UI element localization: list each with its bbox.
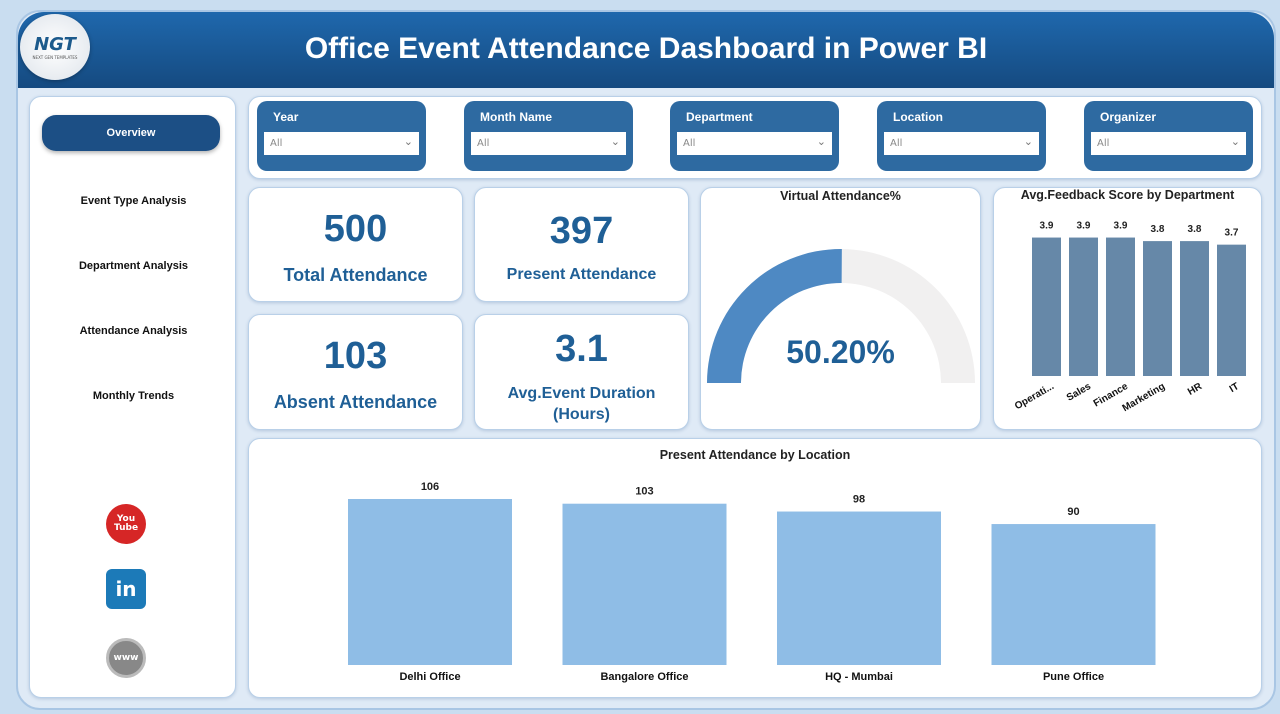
data-label: 3.8 — [1188, 224, 1202, 235]
bar — [1106, 237, 1135, 376]
nav-monthly-trends[interactable]: Monthly Trends — [92, 390, 175, 402]
feedback-chart: Avg.Feedback Score by Department 3.9 Oper… — [993, 187, 1262, 430]
category-label: HQ - Mumbai — [825, 671, 893, 683]
page-title: Office Event Attendance Dashboard in Pow… — [304, 32, 988, 65]
kpi-value: 500 — [323, 208, 388, 250]
chevron-down-icon: ⌄ — [610, 135, 620, 148]
kpi-label: Present Attendance — [506, 266, 657, 283]
bar — [1217, 244, 1246, 376]
data-label: 90 — [1067, 506, 1079, 518]
feedback-chart-svg: 3.9Operati...3.9Sales3.9Finance3.8Market… — [1013, 221, 1246, 414]
data-label: 3.7 — [1225, 228, 1239, 239]
kpi-total-attendance: 500 Total Attendance — [248, 187, 463, 302]
kpi-label: Total Attendance — [283, 265, 428, 285]
bar — [1143, 241, 1172, 376]
slicer-value: All — [683, 138, 696, 149]
category-label: Sales — [1065, 381, 1094, 404]
data-label: 106 — [421, 481, 439, 493]
category-label: Pune Office — [1043, 671, 1104, 683]
bar — [348, 499, 512, 665]
gauge-title: Virtual Attendance% — [780, 189, 901, 203]
kpi-value: 103 — [323, 335, 388, 377]
slicer-value: All — [890, 138, 903, 149]
slicer-label: Location — [893, 110, 943, 124]
chart-title: Present Attendance by Location — [659, 448, 851, 462]
slicer-label: Organizer — [1100, 110, 1157, 124]
chevron-down-icon: ⌄ — [1230, 135, 1240, 148]
slicer-location: Location All ⌄ — [877, 101, 1046, 171]
sidebar: Overview Event Type Analysis Department … — [29, 96, 236, 698]
category-label: IT — [1228, 381, 1241, 395]
kpi-absent-attendance: 103 Absent Attendance — [248, 314, 463, 430]
slicer-label: Year — [273, 110, 299, 124]
youtube-icon[interactable]: You Tube — [106, 504, 146, 544]
data-label: 3.9 — [1040, 221, 1054, 232]
nav-attendance-analysis[interactable]: Attendance Analysis — [79, 325, 188, 337]
bar — [1069, 237, 1098, 376]
globe-icon[interactable]: www — [106, 638, 146, 678]
slicer-dropdown[interactable]: All ⌄ — [471, 132, 626, 155]
slicer-dropdown[interactable]: All ⌄ — [264, 132, 419, 155]
category-label: Marketing — [1121, 381, 1167, 414]
chevron-down-icon: ⌄ — [403, 135, 413, 148]
nav-event-type-analysis[interactable]: Event Type Analysis — [80, 195, 187, 207]
slicer-year: Year All ⌄ — [257, 101, 426, 171]
data-label: 3.9 — [1077, 221, 1091, 232]
slicer-dropdown[interactable]: All ⌄ — [1091, 132, 1246, 155]
slicer-value: All — [1097, 138, 1110, 149]
chevron-down-icon: ⌄ — [1023, 135, 1033, 148]
category-label: Operati... — [1013, 381, 1056, 412]
data-label: 3.9 — [1114, 221, 1128, 232]
virtual-attendance-gauge: Virtual Attendance% 50.20% — [700, 187, 981, 430]
bar — [1032, 237, 1061, 376]
gauge-value: 50.20% — [786, 334, 895, 370]
slicer-department: Department All ⌄ — [670, 101, 839, 171]
data-label: 98 — [853, 494, 865, 506]
kpi-present-attendance: 397 Present Attendance — [474, 187, 689, 302]
bar — [562, 503, 727, 665]
slicer-value: All — [477, 138, 490, 149]
kpi-value: 397 — [549, 210, 614, 252]
kpi-label: Avg.Event Duration (Hours) — [507, 385, 656, 423]
slicer-organizer: Organizer All ⌄ — [1084, 101, 1253, 171]
bar — [991, 524, 1156, 665]
logo: NGT NEXT GEN TEMPLATES — [20, 14, 90, 80]
slicer-dropdown[interactable]: All ⌄ — [884, 132, 1039, 155]
slicer-label: Department — [686, 110, 753, 124]
data-label: 103 — [635, 486, 653, 498]
bar — [777, 511, 941, 665]
linkedin-icon[interactable]: in — [106, 569, 146, 609]
gauge-fill — [707, 249, 842, 383]
slicer-month-name: Month Name All ⌄ — [464, 101, 633, 171]
location-chart: Present Attendance by Location 106 Delhi … — [248, 438, 1262, 698]
category-label: Delhi Office — [399, 671, 460, 683]
slicer-label: Month Name — [480, 110, 552, 124]
header: Office Event Attendance Dashboard in Pow… — [18, 12, 1274, 88]
chevron-down-icon: ⌄ — [816, 135, 826, 148]
nav-department-analysis[interactable]: Department Analysis — [78, 260, 189, 272]
kpi-label: Absent Attendance — [273, 392, 438, 412]
data-label: 3.8 — [1151, 224, 1165, 235]
slicer-value: All — [270, 138, 283, 149]
kpi-value: 3.1 — [555, 328, 608, 370]
category-label: Bangalore Office — [600, 671, 688, 683]
bar — [1180, 241, 1209, 376]
slicer-dropdown[interactable]: All ⌄ — [677, 132, 832, 155]
location-chart-svg: 106 Delhi Office 103 Bangalore Office 98 HQ -… — [348, 481, 1156, 683]
nav-overview[interactable]: Overview — [42, 115, 220, 151]
chart-title: Avg.Feedback Score by Department — [1020, 188, 1235, 202]
kpi-avg-event-duration: 3.1 Avg.Event Duration (Hours) — [474, 314, 689, 430]
category-label: HR — [1186, 381, 1205, 398]
